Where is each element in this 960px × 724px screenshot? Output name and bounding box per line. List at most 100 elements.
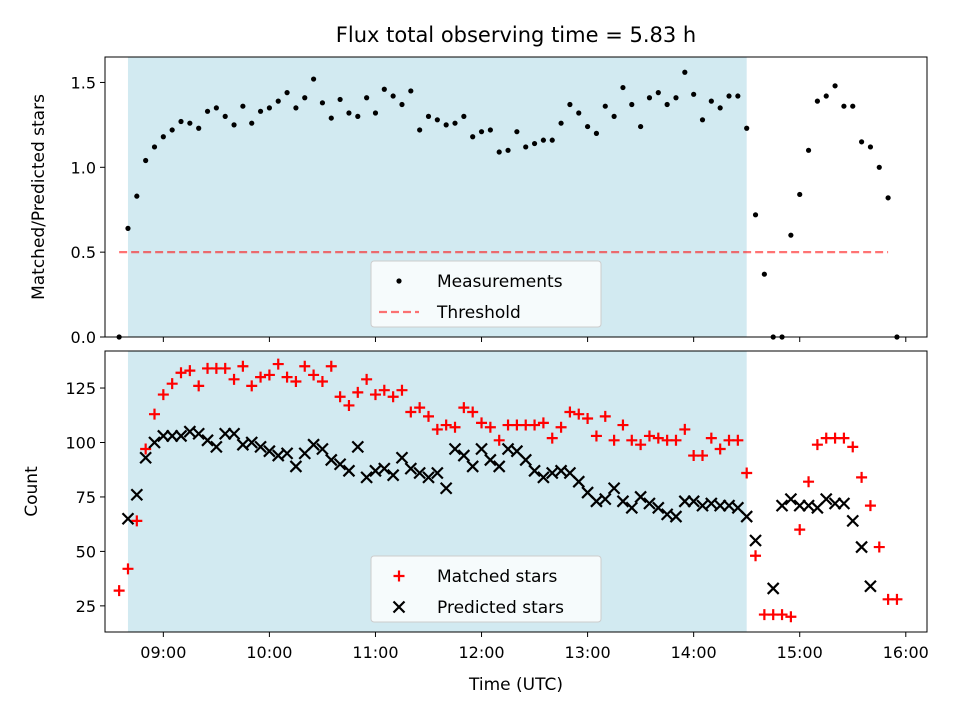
predicted-stars-point (431, 466, 444, 480)
measurement-point (717, 105, 723, 111)
legend-label: Measurements (437, 272, 563, 292)
measurement-point (788, 232, 794, 238)
predicted-stars-point (236, 438, 250, 451)
predicted-stars-point (501, 442, 515, 456)
matched-stars-point (679, 423, 691, 435)
measurement-point (655, 90, 661, 96)
measurement-point (143, 157, 149, 164)
matched-stars-point (873, 541, 885, 553)
measurement-point (858, 139, 865, 145)
measurement-point (814, 98, 821, 104)
measurement-point (240, 103, 246, 109)
x-axis-label: Time (UTC) (468, 675, 563, 695)
measurement-point (372, 110, 379, 116)
measurement-point (125, 225, 131, 231)
matched-stars-point (396, 384, 408, 396)
measurement-point (514, 129, 520, 135)
measurement-point (576, 110, 582, 116)
matched-stars-point (175, 367, 187, 379)
predicted-stars-point (802, 499, 815, 512)
matched-stars-point (643, 430, 655, 442)
matched-stars-point (705, 432, 717, 444)
matched-stars-point (290, 375, 302, 387)
measurement-point (602, 103, 608, 109)
measurement-point (257, 108, 264, 114)
legend-label: Threshold (436, 303, 521, 323)
measurement-point (187, 120, 193, 126)
matched-stars-point (140, 443, 152, 455)
predicted-stars-point (766, 582, 780, 595)
matched-stars-point (334, 391, 346, 403)
measurement-point (222, 113, 228, 119)
measurement-point (867, 144, 874, 150)
matched-stars-point (617, 419, 629, 431)
y-tick-label: 125 (65, 379, 96, 398)
predicted-stars-point (705, 497, 718, 510)
matched-stars-point (573, 408, 585, 420)
matched-stars-point (803, 476, 815, 488)
predicted-stars-point (740, 510, 753, 523)
matched-stars-point (405, 406, 417, 418)
x-tick-label: 13:00 (565, 643, 611, 662)
y-axis-label: Count (22, 466, 42, 517)
predicted-stars-point (360, 471, 373, 484)
predicted-stars-point (280, 447, 294, 460)
measurement-point (673, 95, 679, 101)
measurement-point (797, 191, 803, 198)
predicted-stars-point (413, 466, 426, 480)
matched-stars-point (493, 434, 505, 446)
predicted-stars-point (660, 508, 674, 521)
legend-box (370, 555, 602, 623)
predicted-stars-point (598, 492, 612, 506)
predicted-stars-point (528, 464, 541, 478)
predicted-stars-point (245, 436, 259, 449)
predicted-stars-point (307, 438, 320, 451)
measurement-point (593, 130, 600, 136)
y-tick-label: 1.0 (71, 158, 96, 177)
measurement-point (390, 93, 396, 99)
predicted-stars-point (864, 579, 877, 593)
measurement-point (364, 95, 370, 101)
measurement-point (664, 101, 670, 108)
predicted-stars-point (342, 464, 356, 478)
measurement-point (558, 120, 564, 126)
matched-stars-point (564, 406, 576, 418)
matched-stars-point (555, 421, 567, 433)
matched-stars-point (113, 585, 125, 597)
predicted-stars-point (378, 462, 391, 475)
legend: Measurements Threshold (370, 260, 602, 328)
predicted-stars-point (457, 449, 471, 462)
matched-stars-point (467, 406, 479, 418)
axes-frame (104, 56, 928, 338)
measurement-point (823, 93, 829, 99)
measurement-point (682, 69, 688, 75)
matched-stars-point (272, 358, 284, 370)
measurement-point (213, 105, 219, 111)
matched-stars-point (263, 369, 275, 381)
y-tick-label: 50 (76, 542, 96, 561)
measurement-point (284, 90, 290, 96)
measurement-point (478, 129, 485, 135)
predicted-stars-point (643, 497, 656, 510)
matched-stars-point (431, 423, 443, 435)
measurement-point (726, 93, 732, 99)
matched-stars-point (299, 360, 311, 372)
x-tick-label: 16:00 (883, 643, 929, 662)
predicted-stars-point (227, 427, 241, 441)
bottom-panel: 09:00 10:00 11:00 12:00 13:00 14:00 15:00 16:00… (22, 350, 929, 695)
predicted-stars-point (254, 440, 267, 454)
measurement-point (381, 86, 387, 92)
matched-stars-point (785, 611, 797, 623)
matched-stars-point (369, 389, 381, 401)
legend-matched-marker (393, 570, 405, 582)
matched-stars-point (352, 386, 364, 398)
predicted-stars-point (448, 442, 462, 456)
measurement-point (151, 144, 158, 150)
measurement-point (470, 134, 476, 140)
predicted-stars-point (333, 457, 347, 471)
top-panel: 0.0 0.5 1.0 1.5 Matched/Predicted stars Measu… (29, 56, 928, 347)
measurement-point (337, 96, 343, 103)
x-tick-label: 12:00 (458, 643, 504, 662)
measurement-point (169, 127, 175, 133)
